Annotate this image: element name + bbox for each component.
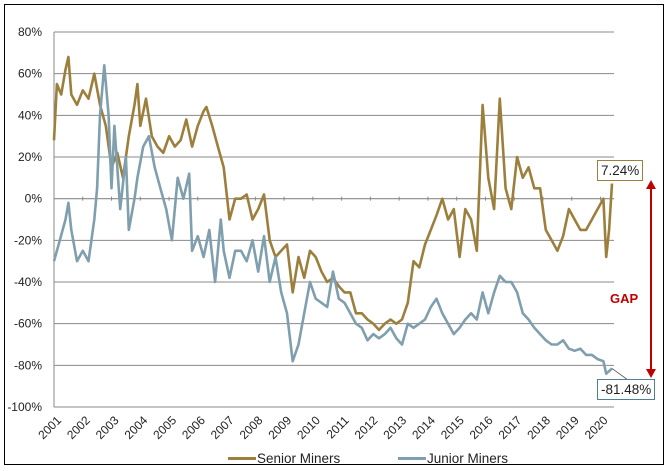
x-tick-label: 2019 bbox=[553, 413, 582, 442]
junior-last-value-label: -81.48% bbox=[597, 379, 656, 400]
x-tick-label: 2006 bbox=[179, 413, 208, 442]
legend-swatch-junior bbox=[398, 457, 426, 460]
gap-arrow-down-icon bbox=[646, 369, 656, 378]
y-tick-label: -100% bbox=[7, 400, 42, 414]
x-tick-label: 2010 bbox=[294, 413, 323, 442]
y-tick-label: 40% bbox=[18, 108, 42, 122]
legend-item-senior-miners: Senior Miners bbox=[228, 451, 340, 466]
x-tick-label: 2003 bbox=[93, 413, 122, 442]
x-tick-label: 2008 bbox=[237, 413, 266, 442]
x-tick-label: 2013 bbox=[380, 413, 409, 442]
x-tick-label: 2007 bbox=[208, 413, 237, 442]
y-tick-label: 60% bbox=[18, 67, 42, 81]
x-tick-label: 2016 bbox=[467, 413, 496, 442]
gap-label: GAP bbox=[610, 291, 639, 306]
x-tick-label: 2009 bbox=[265, 413, 294, 442]
x-tick-label: 2004 bbox=[122, 413, 151, 442]
x-tick-label: 2005 bbox=[150, 413, 179, 442]
gap-arrow-up-icon bbox=[646, 180, 656, 189]
senior-last-value-label: 7.24% bbox=[597, 160, 644, 181]
x-tick-label: 2015 bbox=[438, 413, 467, 442]
y-tick-label: -20% bbox=[14, 233, 42, 247]
legend-label-senior: Senior Miners bbox=[257, 451, 341, 466]
x-tick-label: 2011 bbox=[324, 413, 352, 441]
y-tick-label: 0% bbox=[25, 192, 43, 206]
legend-swatch-senior bbox=[228, 457, 256, 460]
x-tick-label: 2017 bbox=[496, 413, 525, 442]
x-tick-label: 2001 bbox=[35, 413, 64, 442]
x-tick-label: 2002 bbox=[64, 413, 93, 442]
x-tick-label: 2018 bbox=[524, 413, 553, 442]
y-tick-label: -40% bbox=[14, 275, 42, 289]
y-tick-label: 20% bbox=[18, 150, 42, 164]
y-tick-label: 80% bbox=[18, 25, 42, 39]
x-tick-label: 2014 bbox=[409, 413, 438, 442]
y-tick-label: -80% bbox=[14, 358, 42, 372]
y-tick-label: -60% bbox=[14, 317, 42, 331]
legend-label-junior: Junior Miners bbox=[427, 451, 509, 466]
x-tick-label: 2020 bbox=[582, 413, 611, 442]
senior-miners-line bbox=[52, 55, 614, 332]
junior-label-leader-line bbox=[611, 368, 629, 381]
chart-frame bbox=[4, 4, 664, 465]
legend-item-junior-miners: Junior Miners bbox=[398, 451, 508, 466]
x-tick-label: 2012 bbox=[352, 413, 381, 442]
junior-miners-line bbox=[52, 64, 613, 376]
